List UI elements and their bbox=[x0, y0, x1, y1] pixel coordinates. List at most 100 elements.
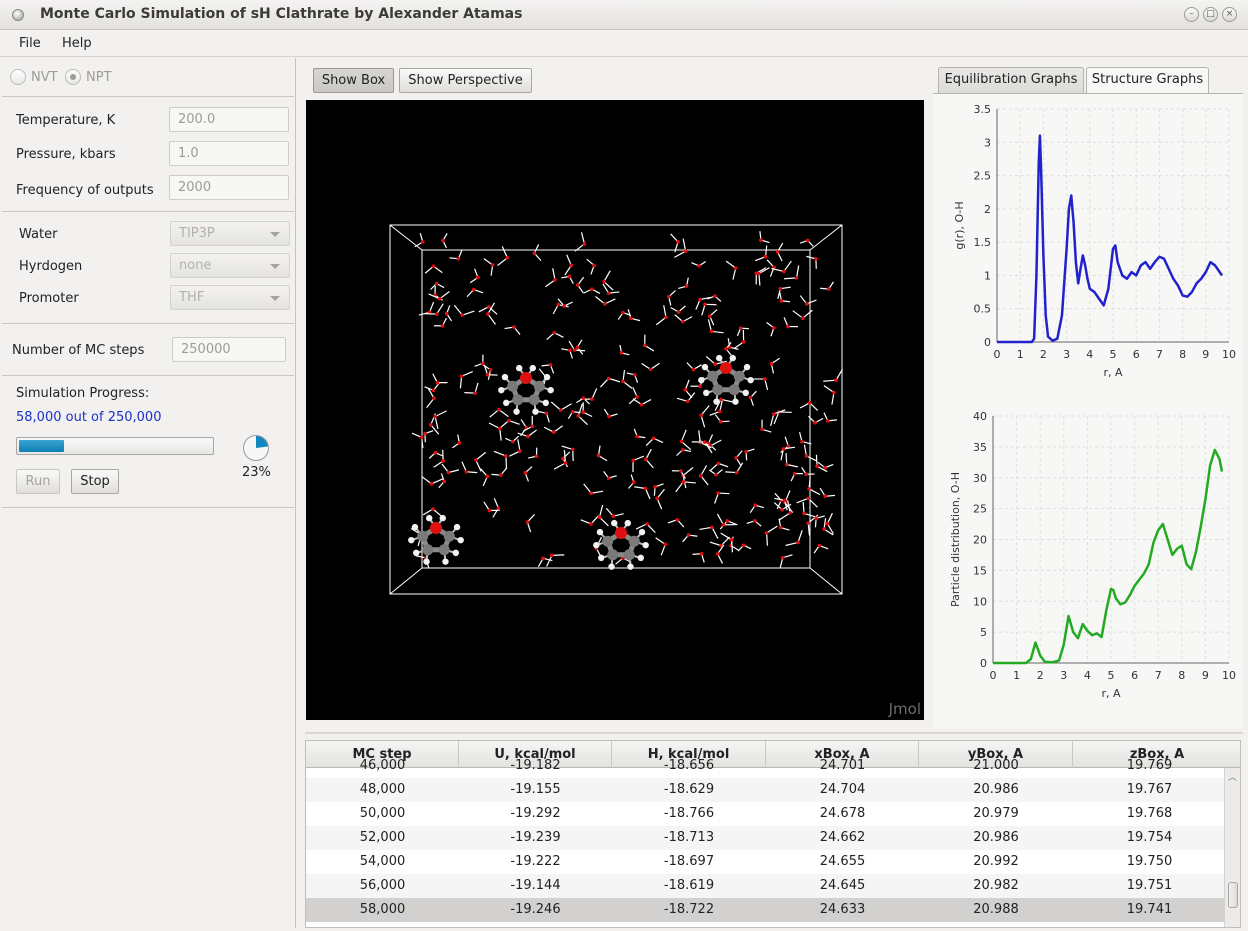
progress-label: Simulation Progress: bbox=[16, 386, 150, 401]
stop-button[interactable]: Stop bbox=[71, 469, 119, 494]
y-tick-label: 2 bbox=[984, 203, 991, 216]
tab-equilibration-graphs[interactable]: Equilibration Graphs bbox=[938, 67, 1084, 93]
tab-structure-graphs[interactable]: Structure Graphs bbox=[1086, 67, 1209, 94]
oxygen-atom bbox=[419, 435, 424, 440]
hydrogen-select[interactable]: none bbox=[170, 253, 290, 278]
x-tick-label: 3 bbox=[1063, 348, 1070, 361]
oxygen-atom bbox=[719, 397, 723, 402]
nvt-radio[interactable] bbox=[10, 69, 26, 85]
mc-steps-input[interactable]: 250000 bbox=[172, 337, 286, 362]
water-select[interactable]: TIP3P bbox=[170, 221, 290, 246]
oxygen-atom bbox=[757, 271, 761, 276]
hydrogen-atom bbox=[513, 408, 520, 415]
oxygen-atom bbox=[703, 440, 707, 444]
table-row[interactable]: 50,000 -19.292 -18.766 24.678 20.979 19.768 bbox=[306, 802, 1226, 826]
column-header[interactable]: yBox, A bbox=[919, 741, 1073, 768]
oxygen-atom bbox=[457, 441, 462, 445]
chevron-up-icon[interactable]: ︿ bbox=[1228, 773, 1238, 783]
hydrogen-atom bbox=[702, 389, 710, 397]
water-bond bbox=[758, 267, 770, 275]
show-perspective-button[interactable]: Show Perspective bbox=[399, 68, 532, 93]
oxygen-atom bbox=[464, 469, 469, 474]
carbon-atom bbox=[728, 384, 740, 396]
table-cell: 24.645 bbox=[819, 878, 866, 893]
table-cell: 46,000 bbox=[359, 758, 406, 773]
hydrogen-atom bbox=[624, 519, 631, 527]
progress-bar bbox=[16, 437, 214, 455]
water-bond bbox=[783, 260, 792, 272]
column-header[interactable]: H, kcal/mol bbox=[612, 741, 766, 768]
hydrogen-atom bbox=[529, 364, 536, 372]
pressure-input[interactable]: 1.0 bbox=[169, 141, 289, 166]
water-bond bbox=[577, 415, 588, 426]
water-bond bbox=[754, 256, 766, 262]
oxygen-atom bbox=[788, 511, 792, 515]
scrollbar-thumb[interactable] bbox=[1228, 882, 1238, 908]
promoter-select[interactable]: THF bbox=[170, 285, 290, 310]
progress-percent: 23% bbox=[242, 465, 271, 480]
series-line bbox=[997, 134, 1224, 344]
water-bond bbox=[796, 265, 800, 278]
y-tick-label: 0 bbox=[984, 336, 991, 349]
table-row[interactable]: 46,000 -19.182 -18.656 24.701 21.000 19.769 bbox=[306, 754, 1226, 778]
oxygen-atom bbox=[676, 240, 680, 244]
oxygen-atom bbox=[471, 287, 476, 292]
oxygen-atom bbox=[804, 454, 809, 458]
water-bond bbox=[426, 397, 435, 409]
menu-file[interactable]: File bbox=[19, 36, 41, 51]
column-header[interactable]: U, kcal/mol bbox=[459, 741, 612, 768]
x-tick-label: 10 bbox=[1222, 348, 1236, 361]
show-box-button[interactable]: Show Box bbox=[313, 68, 394, 93]
oxygen-atom bbox=[550, 553, 554, 558]
water-bond bbox=[428, 293, 440, 300]
oxygen-atom bbox=[487, 304, 491, 309]
oxygen-atom bbox=[505, 255, 510, 260]
table-cell: 48,000 bbox=[359, 782, 406, 797]
water-bond bbox=[674, 250, 686, 258]
y-tick-label: 3 bbox=[984, 136, 991, 149]
oxygen-atom bbox=[544, 411, 549, 416]
splitter[interactable] bbox=[305, 732, 1243, 734]
maximize-icon[interactable]: □ bbox=[1203, 7, 1218, 22]
water-bond bbox=[700, 441, 712, 449]
table-scrollbar[interactable]: ︿ bbox=[1224, 768, 1240, 927]
run-button[interactable]: Run bbox=[16, 469, 60, 494]
minimize-icon[interactable]: – bbox=[1184, 7, 1199, 22]
table-cell: -18.619 bbox=[663, 878, 715, 893]
water-value: TIP3P bbox=[179, 226, 215, 241]
table-row[interactable]: 48,000 -19.155 -18.629 24.704 20.986 19.767 bbox=[306, 778, 1226, 802]
oxygen-atom bbox=[813, 420, 817, 425]
y-tick-label: 20 bbox=[973, 534, 987, 547]
table-row[interactable]: 56,000 -19.144 -18.619 24.645 20.982 19.751 bbox=[306, 874, 1226, 898]
table-row[interactable]: 54,000 -19.222 -18.697 24.655 20.992 19.750 bbox=[306, 850, 1226, 874]
temperature-input[interactable]: 200.0 bbox=[169, 107, 289, 132]
oxygen-atom bbox=[680, 319, 685, 324]
menu-help[interactable]: Help bbox=[62, 36, 92, 51]
column-header[interactable]: zBox, A bbox=[1073, 741, 1240, 768]
oxygen-atom bbox=[423, 431, 427, 436]
oxygen-atom bbox=[804, 472, 809, 477]
y-tick-label: 0 bbox=[980, 657, 987, 670]
oxygen-atom bbox=[635, 434, 639, 439]
npt-radio[interactable] bbox=[65, 69, 81, 85]
oxygen-atom bbox=[753, 503, 758, 508]
hydrogen-atom bbox=[642, 541, 649, 549]
column-header[interactable]: MC step bbox=[306, 741, 459, 768]
molecule-canvas[interactable] bbox=[306, 100, 924, 720]
water-bond bbox=[797, 530, 803, 543]
close-icon[interactable]: × bbox=[1222, 7, 1237, 22]
water-bond bbox=[808, 488, 821, 496]
oxygen-atom bbox=[561, 456, 565, 461]
carbon-atom bbox=[607, 549, 619, 561]
column-header[interactable]: xBox, A bbox=[766, 741, 919, 768]
oxygen-atom bbox=[807, 400, 812, 405]
oxygen-atom bbox=[440, 324, 445, 328]
table-row[interactable]: 52,000 -19.239 -18.713 24.662 20.986 19.754 bbox=[306, 826, 1226, 850]
x-tick-label: 7 bbox=[1155, 669, 1162, 682]
table-row[interactable]: 58,000 -19.246 -18.722 24.633 20.988 19.741 bbox=[306, 898, 1226, 922]
table-cell: 19.754 bbox=[1126, 830, 1173, 845]
hydrogen-atom bbox=[412, 549, 420, 557]
molecule-viewer[interactable]: Jmol bbox=[306, 100, 924, 720]
water-bond bbox=[784, 277, 797, 280]
frequency-input[interactable]: 2000 bbox=[169, 175, 289, 200]
